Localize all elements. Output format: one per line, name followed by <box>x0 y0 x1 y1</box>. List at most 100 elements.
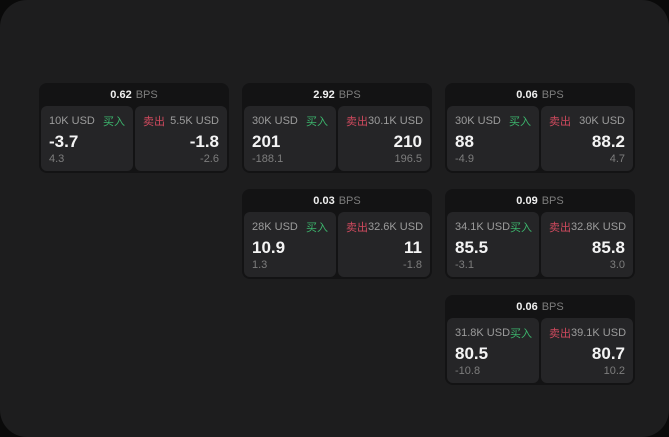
bps-unit-label: BPS <box>338 195 361 207</box>
sell-panel[interactable]: 卖出 32.8K USD 85.8 3.0 <box>541 212 633 277</box>
sell-change: 3.0 <box>609 259 625 271</box>
sell-price: -1.8 <box>189 132 219 151</box>
panel-top-row: 卖出 5.5K USD <box>143 113 219 129</box>
sell-amount: 5.5K USD <box>170 115 219 127</box>
buy-change: -3.1 <box>455 259 474 271</box>
sell-amount: 32.8K USD <box>571 221 627 233</box>
sell-price: 85.8 <box>591 238 625 257</box>
bps-unit-label: BPS <box>338 89 361 101</box>
buy-amount: 30K USD <box>455 115 501 127</box>
panel-row: 30K USD 买入 88 -4.9 卖出 30K USD 88.2 4.7 <box>447 106 633 171</box>
bps-value: 0.06 <box>516 301 538 313</box>
bps-unit-label: BPS <box>135 89 158 101</box>
buy-change: -188.1 <box>252 153 284 165</box>
panel-top-row: 30K USD 买入 <box>252 113 328 129</box>
card-header: 0.06 BPS <box>447 297 633 318</box>
bps-value: 0.62 <box>110 89 132 101</box>
panel-top-row: 卖出 32.6K USD <box>346 219 423 235</box>
panel-top-row: 31.8K USD 买入 <box>455 325 533 341</box>
quote-card: 2.92 BPS 30K USD 买入 201 -188.1 卖出 <box>242 83 432 173</box>
sell-price: 88.2 <box>591 132 625 151</box>
panel-row: 30K USD 买入 201 -188.1 卖出 30.1K USD 210 1… <box>244 106 430 171</box>
buy-panel[interactable]: 28K USD 买入 10.9 1.3 <box>244 212 336 277</box>
sell-amount: 30.1K USD <box>368 115 424 127</box>
quote-card: 0.06 BPS 30K USD 买入 88 -4.9 卖出 <box>445 83 635 173</box>
buy-price: -3.7 <box>49 132 79 151</box>
quote-card: 0.09 BPS 34.1K USD 买入 85.5 -3.1 卖出 <box>445 189 635 279</box>
sell-label: 卖出 <box>346 116 368 128</box>
buy-price: 88 <box>455 132 474 151</box>
panel-top-row: 卖出 30K USD <box>549 113 625 129</box>
buy-amount: 31.8K USD <box>455 327 511 339</box>
panel-top-row: 卖出 30.1K USD <box>346 113 424 129</box>
panel-top-row: 34.1K USD 买入 <box>455 219 533 235</box>
card-header: 2.92 BPS <box>244 85 430 106</box>
panel-row: 28K USD 买入 10.9 1.3 卖出 32.6K USD 11 -1.8 <box>244 212 430 277</box>
card-header: 0.62 BPS <box>41 85 227 106</box>
buy-price: 201 <box>252 132 281 151</box>
buy-change: 1.3 <box>252 259 268 271</box>
sell-panel[interactable]: 卖出 5.5K USD -1.8 -2.6 <box>135 106 227 171</box>
buy-change: -10.8 <box>455 365 481 377</box>
panel-top-row: 30K USD 买入 <box>455 113 531 129</box>
card-header: 0.09 BPS <box>447 191 633 212</box>
panel-top-row: 28K USD 买入 <box>252 219 328 235</box>
buy-panel[interactable]: 30K USD 买入 201 -188.1 <box>244 106 336 171</box>
quote-card: 0.06 BPS 31.8K USD 买入 80.5 -10.8 卖 <box>445 295 635 385</box>
bps-value: 0.03 <box>313 195 335 207</box>
buy-price: 10.9 <box>252 238 286 257</box>
buy-panel[interactable]: 34.1K USD 买入 85.5 -3.1 <box>447 212 539 277</box>
sell-price: 11 <box>404 238 422 257</box>
panel-top-row: 卖出 39.1K USD <box>549 325 627 341</box>
sell-label: 卖出 <box>549 222 571 234</box>
buy-label: 买入 <box>306 116 328 128</box>
bps-unit-label: BPS <box>541 301 564 313</box>
quote-card-grid: 0.62 BPS 10K USD 买入 -3.7 4.3 卖出 <box>39 83 635 385</box>
sell-label: 卖出 <box>346 222 368 234</box>
bps-value: 0.09 <box>516 195 538 207</box>
sell-price: 80.7 <box>591 344 625 363</box>
sell-change: 10.2 <box>603 365 625 377</box>
sell-panel[interactable]: 卖出 30.1K USD 210 196.5 <box>338 106 430 171</box>
buy-label: 买入 <box>306 222 328 234</box>
sell-label: 卖出 <box>549 328 571 340</box>
buy-panel[interactable]: 30K USD 买入 88 -4.9 <box>447 106 539 171</box>
buy-price: 80.5 <box>455 344 489 363</box>
sell-change: -1.8 <box>403 259 422 271</box>
bps-value: 2.92 <box>313 89 335 101</box>
sell-panel[interactable]: 卖出 39.1K USD 80.7 10.2 <box>541 318 633 383</box>
buy-label: 买入 <box>510 328 533 340</box>
sell-amount: 30K USD <box>579 115 625 127</box>
buy-panel[interactable]: 10K USD 买入 -3.7 4.3 <box>41 106 133 171</box>
panel-row: 10K USD 买入 -3.7 4.3 卖出 5.5K USD -1.8 -2.… <box>41 106 227 171</box>
sell-change: -2.6 <box>200 153 219 165</box>
buy-price: 85.5 <box>455 238 489 257</box>
sell-panel[interactable]: 卖出 32.6K USD 11 -1.8 <box>338 212 430 277</box>
sell-amount: 39.1K USD <box>571 327 627 339</box>
buy-amount: 28K USD <box>252 221 298 233</box>
sell-change: 196.5 <box>394 153 422 165</box>
buy-panel[interactable]: 31.8K USD 买入 80.5 -10.8 <box>447 318 539 383</box>
panel-top-row: 10K USD 买入 <box>49 113 125 129</box>
panel-row: 31.8K USD 买入 80.5 -10.8 卖出 39.1K USD 80.… <box>447 318 633 383</box>
buy-amount: 10K USD <box>49 115 95 127</box>
sell-change: 4.7 <box>609 153 625 165</box>
sell-price: 210 <box>393 132 422 151</box>
bps-unit-label: BPS <box>541 89 564 101</box>
buy-label: 买入 <box>509 116 531 128</box>
quote-card: 0.62 BPS 10K USD 买入 -3.7 4.3 卖出 <box>39 83 229 173</box>
sell-label: 卖出 <box>549 116 571 128</box>
card-header: 0.03 BPS <box>244 191 430 212</box>
buy-label: 买入 <box>103 116 125 128</box>
buy-label: 买入 <box>510 222 533 234</box>
buy-amount: 30K USD <box>252 115 298 127</box>
panel-row: 34.1K USD 买入 85.5 -3.1 卖出 32.8K USD 85.8… <box>447 212 633 277</box>
buy-change: 4.3 <box>49 153 65 165</box>
sell-panel[interactable]: 卖出 30K USD 88.2 4.7 <box>541 106 633 171</box>
buy-change: -4.9 <box>455 153 474 165</box>
sell-label: 卖出 <box>143 116 165 128</box>
bps-unit-label: BPS <box>541 195 564 207</box>
card-header: 0.06 BPS <box>447 85 633 106</box>
